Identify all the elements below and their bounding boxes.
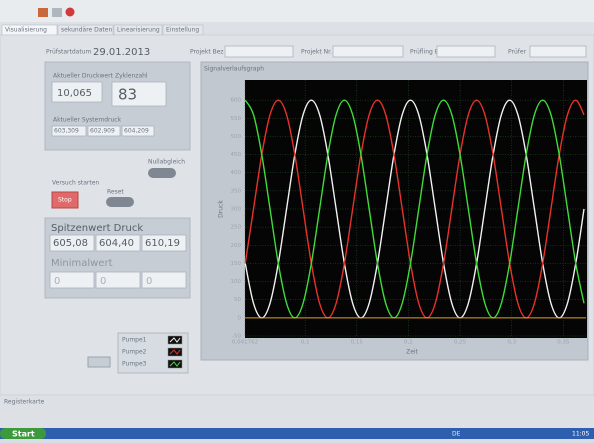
y-tick-label: 50 (234, 297, 241, 303)
language: DE (452, 431, 461, 438)
y-tick-label: 200 (231, 243, 242, 249)
date-label: Prüfstartdatum (46, 49, 92, 56)
x-tick-label: 0,25 (454, 340, 467, 346)
min-value: 0 (100, 276, 106, 287)
legend-label: Pumpe1 (122, 337, 147, 344)
legend-label: Pumpe2 (122, 349, 147, 356)
field-label: Projekt Nr. (301, 49, 332, 56)
pressure-label: Aktueller Druckwert (53, 73, 114, 80)
page: Visualisierung sekundäre Daten Linearisi… (0, 0, 594, 439)
y-tick-label: 350 (231, 188, 242, 194)
peak-label: Spitzenwert Druck (51, 223, 143, 234)
field-label: Prüfer (508, 49, 527, 56)
run-continuous-button[interactable] (52, 8, 62, 17)
system-value: 603,309 (54, 128, 79, 135)
system-value: 604,209 (124, 128, 149, 135)
y-tick-label: 150 (231, 261, 242, 267)
system-label: Aktueller Systemdruck (53, 117, 122, 124)
text-field[interactable] (437, 46, 495, 57)
peak-value: 605,08 (53, 238, 88, 249)
x-tick-label: 0,35 (557, 340, 570, 346)
tab-label: Visualisierung (5, 27, 47, 34)
abort-button[interactable] (66, 8, 75, 17)
y-tick-label: 250 (231, 225, 242, 231)
chart-title: Signalverlaufsgraph (204, 66, 264, 73)
tab-label: sekundäre Daten (61, 27, 112, 34)
zero-switch[interactable] (148, 168, 176, 178)
min-value: 0 (54, 276, 60, 287)
cycles-label: Zyklenzahl (115, 73, 148, 80)
text-field[interactable] (333, 46, 403, 57)
clock: 11:05 (572, 431, 589, 438)
system-value: 602,909 (90, 128, 115, 135)
y-tick-label: 0 (238, 315, 242, 321)
y-tick-label: 600 (231, 98, 242, 104)
date: 29.01.2013 (93, 47, 150, 58)
field-label: Projekt Bez (190, 49, 224, 56)
peak-value: 610,19 (145, 238, 180, 249)
status-bar: Registerkarte (4, 399, 45, 406)
pressure-value: 10,065 (57, 88, 92, 99)
y-tick-label: 300 (231, 207, 242, 213)
cycles-value: 83 (118, 86, 137, 104)
min-label: Minimalwert (51, 258, 113, 269)
run-button[interactable] (38, 8, 48, 17)
legend-label: Pumpe3 (122, 361, 147, 368)
tab-label: Einstellung (166, 27, 199, 34)
x-tick-label: 0,041762 (232, 340, 258, 346)
y-tick-label: 550 (231, 116, 242, 122)
y-tick-label: 450 (231, 152, 242, 158)
x-tick-label: 0,15 (351, 340, 364, 346)
reset-label: Reset (107, 189, 124, 196)
stop-label: Stop (58, 197, 72, 204)
toolbar (0, 0, 594, 22)
taskbar (0, 428, 594, 439)
tab-label: Linearisierung (117, 27, 160, 34)
y-tick-label: 100 (231, 279, 242, 285)
y-tick-label: 400 (231, 170, 242, 176)
screen: Visualisierung sekundäre Daten Linearisi… (0, 0, 594, 439)
x-tick-label: 0,2 (404, 340, 413, 346)
x-tick-label: 0,3 (507, 340, 516, 346)
zero-label: Nullabgleich (148, 159, 185, 166)
min-value: 0 (146, 276, 152, 287)
reset-switch[interactable] (106, 197, 134, 207)
text-field[interactable] (530, 46, 586, 57)
start-label: Versuch starten (52, 180, 99, 187)
start-label: Start (12, 430, 35, 439)
x-axis-label: Zeit (406, 349, 418, 356)
y-axis-label: Druck (218, 200, 225, 218)
y-tick-label: 500 (231, 134, 242, 140)
text-field[interactable] (225, 46, 293, 57)
peak-value: 604,40 (99, 238, 134, 249)
x-tick-label: 0,1 (301, 340, 310, 346)
graph-tools[interactable] (88, 357, 110, 367)
